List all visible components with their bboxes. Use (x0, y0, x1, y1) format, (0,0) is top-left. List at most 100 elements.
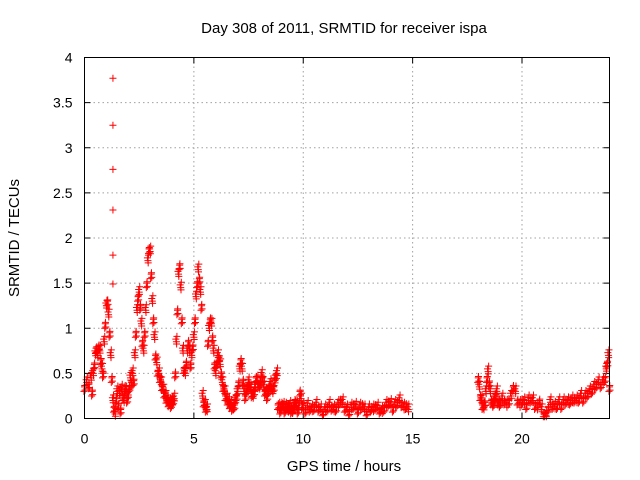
data-point (143, 254, 151, 262)
data-point (338, 396, 346, 404)
data-point (123, 399, 131, 407)
data-point (150, 331, 158, 339)
data-point (353, 410, 361, 418)
data-point (230, 405, 238, 413)
x-axis-label: GPS time / hours (287, 458, 401, 475)
data-point (405, 408, 413, 416)
data-point (220, 385, 228, 393)
data-point (139, 336, 147, 344)
y-tick-label: 3 (65, 140, 73, 156)
data-point (152, 350, 160, 358)
data-point (129, 381, 137, 389)
data-point (504, 401, 512, 409)
data-point (211, 367, 219, 375)
data-point (148, 294, 156, 302)
data-point (141, 303, 149, 311)
data-point (142, 308, 150, 316)
data-point (259, 380, 267, 388)
data-point (198, 389, 206, 397)
data-point (130, 375, 138, 383)
data-point (289, 408, 297, 416)
data-point (237, 354, 245, 362)
data-point (605, 354, 613, 362)
data-point (209, 332, 217, 340)
data-point (147, 269, 155, 277)
data-point (301, 410, 309, 418)
data-point (103, 302, 111, 310)
data-point (188, 354, 196, 362)
data-point (351, 400, 359, 408)
data-point (323, 408, 331, 416)
data-point (129, 372, 137, 380)
data-point (137, 317, 145, 325)
data-point (189, 331, 197, 339)
data-point (105, 313, 113, 321)
x-tick-label: 20 (514, 431, 530, 447)
data-point (536, 395, 544, 403)
data-point (95, 344, 103, 352)
data-point (177, 286, 185, 294)
data-point (104, 308, 112, 316)
data-point (111, 407, 119, 415)
data-point (263, 396, 271, 404)
data-point (269, 387, 277, 395)
y-tick-label: 4 (65, 50, 73, 66)
data-series (80, 74, 614, 421)
data-point (173, 340, 181, 348)
data-point (380, 408, 388, 416)
data-point (88, 386, 96, 394)
data-point (97, 362, 105, 370)
data-point (146, 245, 154, 253)
data-point (134, 291, 142, 299)
data-point (182, 357, 190, 365)
data-point (128, 367, 136, 375)
data-point (271, 376, 279, 384)
data-point (109, 74, 117, 82)
data-point (511, 385, 519, 393)
data-point (325, 398, 333, 406)
data-point (232, 396, 240, 404)
data-point (186, 365, 194, 373)
data-point (99, 368, 107, 376)
data-point (169, 401, 177, 409)
data-point (188, 347, 196, 355)
data-point (601, 373, 609, 381)
data-point (178, 314, 186, 322)
data-point (507, 394, 515, 402)
data-point (147, 275, 155, 283)
data-point (231, 400, 239, 408)
data-point (486, 385, 494, 393)
data-point (141, 327, 149, 335)
data-point (109, 408, 117, 416)
data-point (105, 333, 113, 341)
data-point (177, 320, 185, 328)
data-point (130, 349, 138, 357)
data-point (299, 401, 307, 409)
data-point (175, 266, 183, 274)
data-point (190, 320, 198, 328)
data-point (207, 317, 215, 325)
data-point (109, 280, 117, 288)
data-point (388, 408, 396, 416)
y-tick-label: 2.5 (53, 185, 73, 201)
data-point (234, 390, 242, 398)
data-point (149, 299, 157, 307)
data-point (373, 401, 381, 409)
data-point (138, 322, 146, 330)
data-point (142, 284, 150, 292)
data-point (181, 367, 189, 375)
data-point (106, 327, 114, 335)
data-point (522, 405, 530, 413)
data-point (99, 374, 107, 382)
data-point (212, 372, 220, 380)
data-point (218, 376, 226, 384)
data-point (139, 344, 147, 352)
data-point (272, 367, 280, 375)
data-point (250, 386, 258, 394)
data-point (161, 389, 169, 397)
y-tick-label: 1 (65, 320, 73, 336)
data-point (112, 393, 120, 401)
data-point (170, 392, 178, 400)
data-point (100, 340, 108, 348)
data-point (217, 368, 225, 376)
